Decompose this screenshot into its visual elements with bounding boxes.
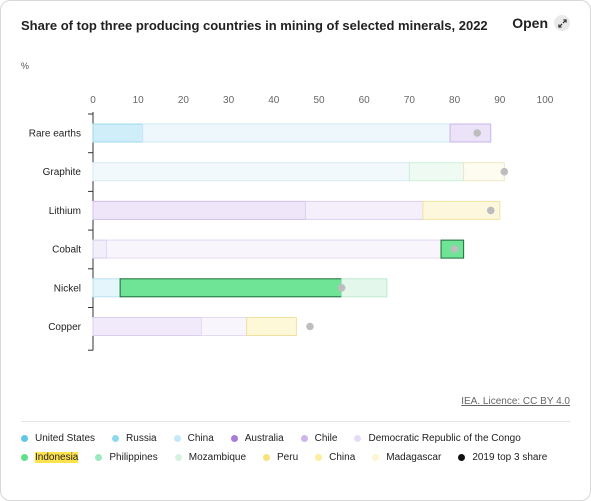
legend-item[interactable]: Mozambique	[174, 452, 247, 463]
x-tick-label: 40	[268, 95, 280, 106]
legend-label: Chile	[314, 433, 338, 444]
bar-segment	[119, 278, 343, 298]
bar-segment	[106, 239, 442, 259]
share-2019-marker	[337, 284, 346, 292]
legend-swatch	[95, 454, 103, 461]
bar-segment	[200, 317, 248, 336]
legend-swatch	[458, 454, 466, 461]
bar-segment	[92, 162, 410, 182]
category-label: Copper	[48, 322, 81, 333]
open-button[interactable]: Open	[512, 15, 570, 31]
bar-segment	[92, 317, 202, 336]
category-label: Lithium	[49, 206, 81, 217]
share-2019-marker	[450, 245, 459, 253]
legend-label: Russia	[126, 433, 157, 444]
share-2019-marker	[500, 167, 509, 176]
bar-segment	[463, 162, 505, 182]
bar-segment	[422, 200, 501, 220]
legend-label: Mozambique	[188, 452, 247, 463]
x-tick-label: 90	[494, 95, 506, 106]
bar-segment	[408, 162, 465, 182]
x-tick-label: 60	[359, 95, 371, 106]
bar-segment	[142, 123, 451, 143]
expand-icon	[554, 15, 570, 31]
share-2019-marker	[486, 206, 495, 215]
bar-segment	[341, 278, 388, 298]
legend-item[interactable]: 2019 top 3 share	[458, 452, 547, 463]
category-label: Rare earths	[29, 129, 81, 140]
legend-label: Madagascar	[386, 452, 442, 463]
divider	[21, 421, 570, 422]
category-label: Graphite	[43, 167, 82, 178]
legend-label: Democratic Republic of the Congo	[368, 433, 521, 444]
legend-item[interactable]: United States	[21, 433, 95, 444]
bar-chart: 0 10 20 30 40 50 60 70 80 90 100 Rare earths Graphit…	[29, 95, 554, 351]
x-tick-label: 30	[223, 95, 235, 106]
share-2019-marker	[306, 322, 314, 331]
bar-segment	[92, 239, 108, 259]
bar-segment	[246, 317, 297, 336]
open-label: Open	[512, 15, 548, 31]
legend-swatch	[315, 454, 323, 461]
x-tick-label: 100	[537, 95, 554, 106]
licence-link[interactable]: IEA. Licence: CC BY 4.0	[461, 396, 570, 407]
x-tick-label: 10	[133, 95, 145, 106]
legend-label: 2019 top 3 share	[472, 452, 548, 463]
legend-item[interactable]: Chile	[300, 433, 338, 444]
legend-swatch	[21, 435, 28, 442]
legend-swatch	[21, 454, 28, 461]
x-tick-label: 70	[404, 95, 416, 106]
legend-swatch	[263, 454, 271, 461]
x-tick-label: 0	[90, 95, 96, 106]
legend-item[interactable]: Peru	[263, 452, 298, 463]
legend-label: Philippines	[109, 452, 158, 463]
share-2019-marker	[473, 129, 482, 137]
legend-swatch	[230, 435, 238, 442]
legend-swatch	[300, 435, 308, 442]
chart-title: Share of top three producing countries i…	[21, 18, 488, 33]
legend-item[interactable]: China	[315, 452, 355, 463]
legend-item[interactable]: Australia	[230, 433, 284, 444]
legend-swatch	[354, 435, 362, 442]
bar-segment	[92, 278, 121, 298]
bar-segment	[449, 123, 492, 143]
bar-segment	[304, 200, 424, 220]
legend-label: China	[329, 452, 356, 463]
x-tick-label: 20	[178, 95, 190, 106]
legend-item[interactable]: Democratic Republic of the Congo	[354, 433, 521, 444]
legend-item[interactable]: Indonesia	[21, 452, 79, 463]
legend-item[interactable]: Russia	[112, 433, 157, 444]
legend-item[interactable]: Philippines	[95, 452, 158, 463]
bar-segment	[92, 123, 144, 143]
category-label: Cobalt	[52, 245, 81, 256]
category-label: Nickel	[54, 283, 81, 294]
legend: United States Russia China Australia Chile De…	[21, 433, 576, 463]
legend-item[interactable]: Madagascar	[372, 452, 441, 463]
unit-label: %	[21, 61, 30, 71]
legend-swatch	[372, 454, 380, 461]
legend-swatch	[112, 435, 120, 442]
legend-label: United States	[35, 433, 96, 444]
legend-label: Indonesia	[35, 452, 79, 463]
legend-label: Peru	[277, 452, 299, 463]
legend-item[interactable]: China	[173, 433, 214, 444]
legend-label: Australia	[244, 433, 284, 444]
x-tick-label: 80	[449, 95, 461, 106]
legend-swatch	[174, 454, 182, 461]
legend-label: China	[187, 433, 214, 444]
bar-segment	[92, 200, 306, 220]
x-tick-label: 50	[313, 95, 325, 106]
legend-swatch	[173, 435, 181, 442]
